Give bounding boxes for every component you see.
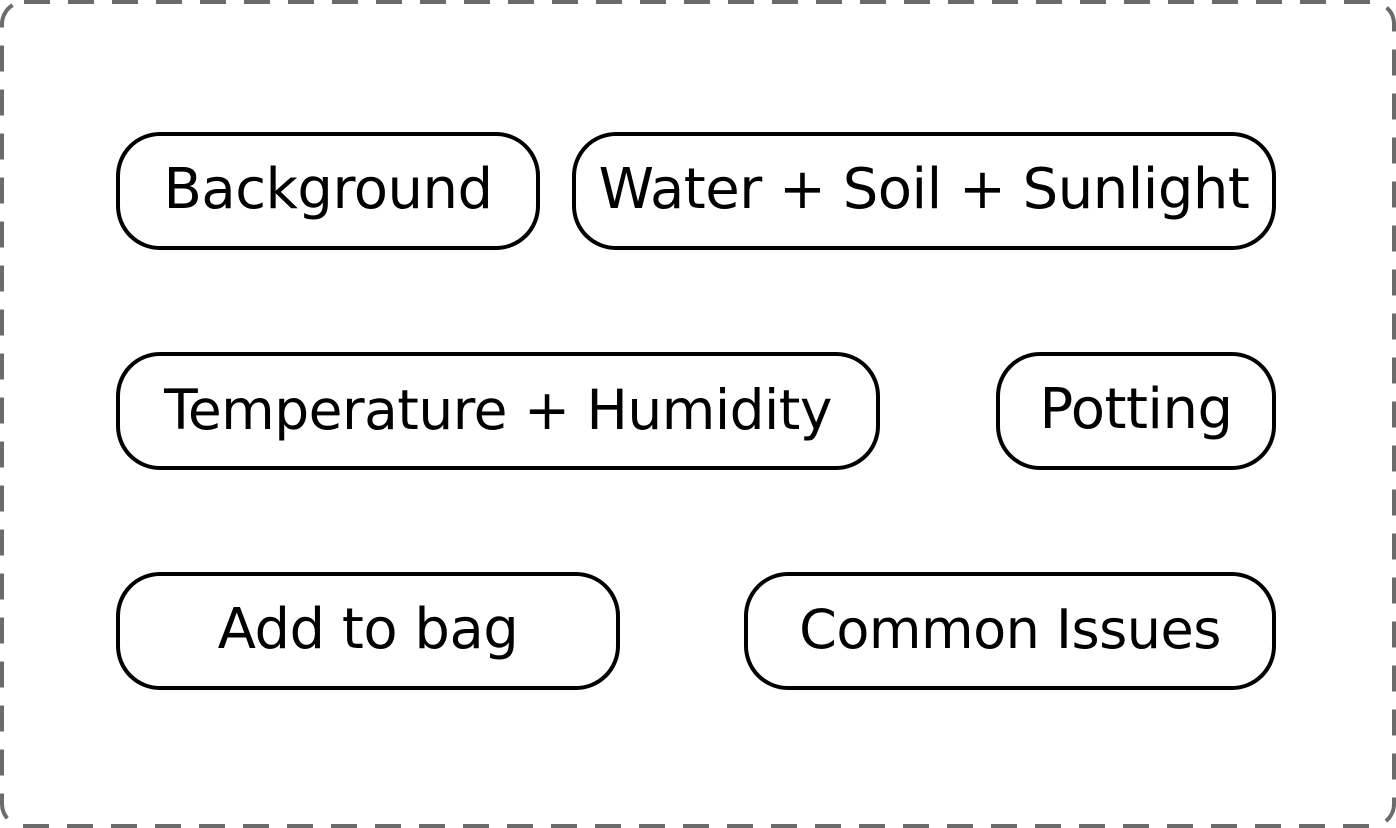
potting-button[interactable]: Potting	[996, 352, 1276, 470]
water-soil-sunlight-button[interactable]: Water + Soil + Sunlight	[572, 132, 1276, 250]
background-button-label: Background	[163, 157, 493, 222]
water-soil-sunlight-button-label: Water + Soil + Sunlight	[598, 157, 1250, 222]
potting-button-label: Potting	[1039, 377, 1233, 442]
common-issues-button[interactable]: Common Issues	[744, 572, 1276, 690]
background-button[interactable]: Background	[116, 132, 540, 250]
add-to-bag-button[interactable]: Add to bag	[116, 572, 620, 690]
temperature-humidity-button-label: Temperature + Humidity	[164, 377, 832, 442]
add-to-bag-button-label: Add to bag	[217, 597, 519, 662]
temperature-humidity-button[interactable]: Temperature + Humidity	[116, 352, 880, 470]
common-issues-button-label: Common Issues	[799, 598, 1221, 661]
